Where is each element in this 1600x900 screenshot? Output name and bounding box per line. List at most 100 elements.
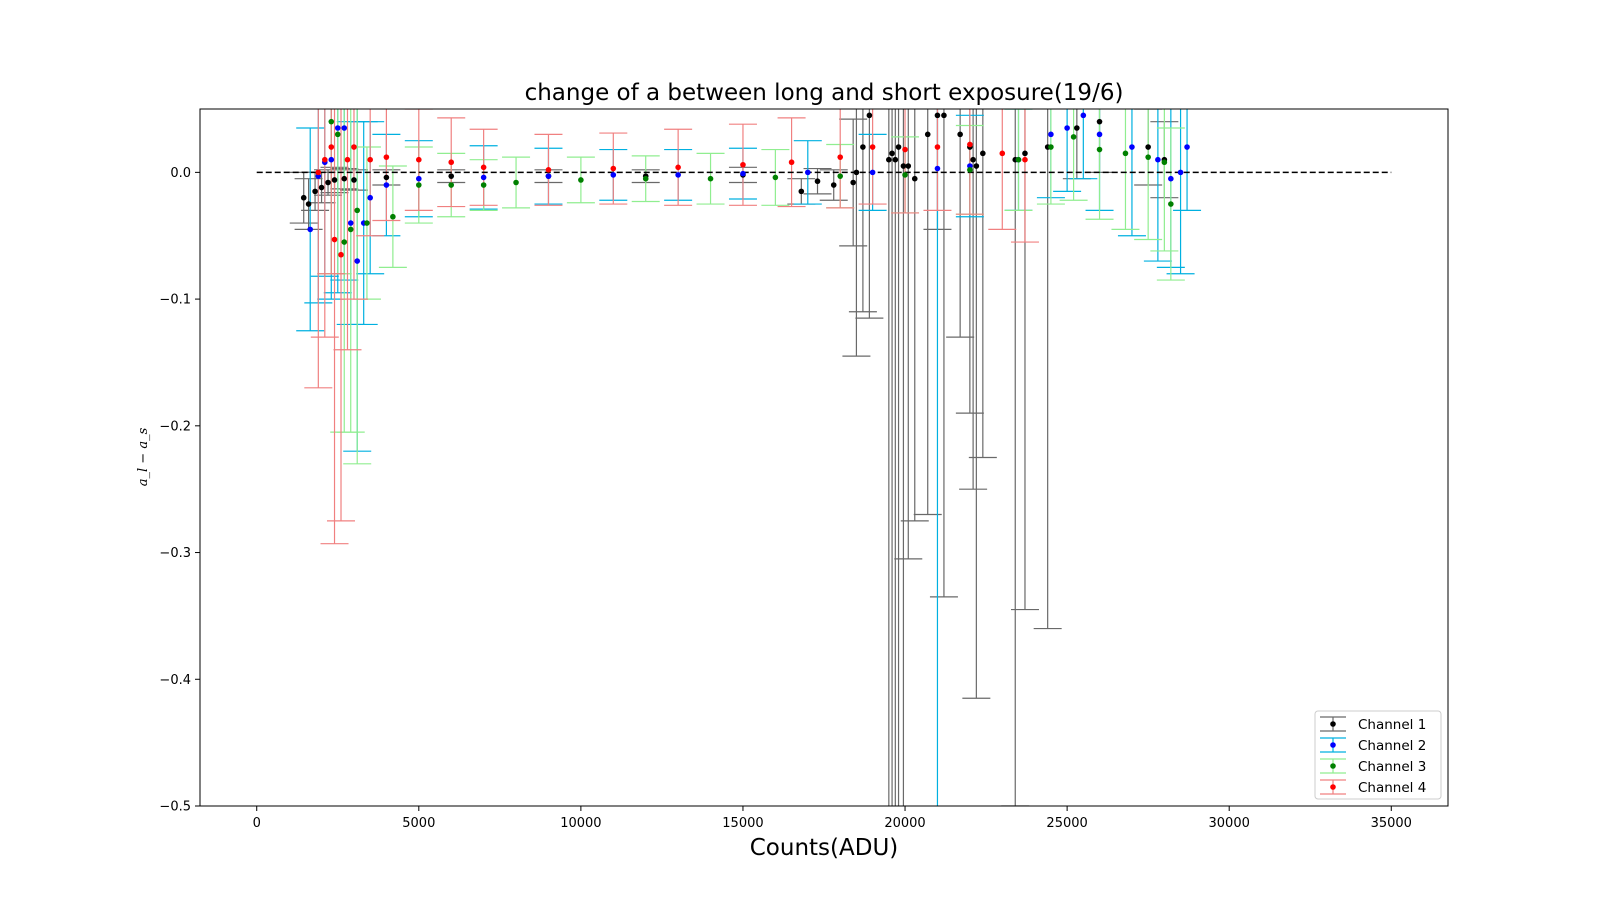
data-point <box>338 251 344 258</box>
data-point <box>886 156 892 163</box>
data-point <box>1161 159 1168 166</box>
data-point <box>307 226 314 233</box>
data-point <box>1048 131 1054 138</box>
data-point <box>448 173 455 179</box>
data-point <box>480 174 487 181</box>
data-point <box>934 112 941 119</box>
y-tick-label: −0.3 <box>159 546 191 561</box>
data-point <box>869 144 876 150</box>
points-layer <box>300 112 1190 264</box>
data-point <box>341 125 348 131</box>
y-tick-label: 0.0 <box>170 166 191 181</box>
data-point <box>610 165 617 172</box>
data-point <box>328 156 335 163</box>
x-axis: 0 5000 10000 15000 20000 25000 30000 35000 <box>253 806 1412 831</box>
points-channel-3 <box>328 118 1174 245</box>
data-point <box>367 194 373 201</box>
data-point <box>889 150 895 157</box>
data-point <box>1184 144 1190 150</box>
errorbars-channel-3 <box>317 109 1185 465</box>
legend-marker <box>1330 742 1336 748</box>
data-point <box>334 125 341 131</box>
data-point <box>1070 134 1077 140</box>
legend-label: Channel 2 <box>1358 738 1426 754</box>
data-point <box>347 220 354 226</box>
data-point <box>354 207 361 214</box>
data-point <box>675 172 681 178</box>
data-point <box>675 164 681 171</box>
errorbar <box>842 109 871 357</box>
data-point <box>383 182 390 188</box>
y-axis-label: a_l − a_s <box>136 427 151 486</box>
legend-entry: Channel 3 <box>1320 758 1426 775</box>
data-point <box>364 220 370 226</box>
data-point <box>351 177 357 183</box>
data-point <box>334 131 341 138</box>
data-point <box>448 182 455 188</box>
data-point <box>331 236 338 243</box>
data-point <box>1074 125 1080 131</box>
chart-title: change of a between long and short expos… <box>525 80 1124 106</box>
data-point <box>853 169 860 176</box>
data-point <box>814 178 821 185</box>
errorbar <box>891 109 893 806</box>
legend-box <box>1314 710 1442 800</box>
errorbar <box>902 109 905 806</box>
data-point <box>305 201 312 207</box>
data-point <box>390 213 396 220</box>
data-point <box>312 188 318 195</box>
y-tick-label: −0.4 <box>159 673 191 688</box>
data-point <box>351 144 357 150</box>
x-tick-label: 5000 <box>402 816 435 831</box>
data-point <box>416 175 422 182</box>
data-point <box>300 194 307 201</box>
errorbar <box>900 109 929 522</box>
data-point <box>967 141 973 148</box>
x-axis-label: Counts(ADU) <box>750 835 899 861</box>
data-point <box>1177 169 1184 176</box>
data-point <box>480 182 487 188</box>
data-point <box>837 154 844 160</box>
data-point <box>344 156 351 163</box>
plot-area-frame <box>199 108 1449 807</box>
data-point <box>1129 144 1135 150</box>
data-point <box>830 182 837 188</box>
x-tick-label: 35000 <box>1371 816 1412 831</box>
data-point <box>328 144 335 150</box>
y-tick-label: −0.2 <box>159 419 191 434</box>
data-point <box>383 154 390 160</box>
data-point <box>980 150 986 157</box>
data-point <box>347 226 354 233</box>
data-point <box>1048 144 1054 150</box>
data-point <box>513 179 519 186</box>
y-axis: 0.0 −0.1 −0.2 −0.3 −0.4 −0.5 <box>159 166 200 815</box>
errorbar <box>855 109 884 319</box>
data-point <box>318 184 325 191</box>
y-tick-label: −0.1 <box>159 293 191 308</box>
data-point <box>610 172 617 178</box>
data-point <box>416 156 422 163</box>
data-point <box>740 161 746 168</box>
data-point <box>545 167 552 173</box>
data-point <box>383 174 390 181</box>
data-point <box>924 131 931 138</box>
data-point <box>1080 112 1087 119</box>
legend-entry: Channel 2 <box>1320 737 1426 754</box>
data-point <box>416 182 422 188</box>
data-point <box>545 173 552 179</box>
x-tick-label: 30000 <box>1209 816 1250 831</box>
data-point <box>869 169 876 176</box>
data-point <box>1022 156 1028 163</box>
data-point <box>1168 175 1174 182</box>
data-point <box>578 177 584 183</box>
errorbars-layer <box>289 109 1202 806</box>
data-point <box>331 177 338 183</box>
data-point <box>328 118 335 125</box>
data-point <box>934 144 941 150</box>
y-tick-label: −0.5 <box>159 800 191 815</box>
data-point <box>804 169 811 176</box>
data-point <box>480 164 487 171</box>
data-point <box>354 258 361 264</box>
x-tick-label: 25000 <box>1046 816 1087 831</box>
